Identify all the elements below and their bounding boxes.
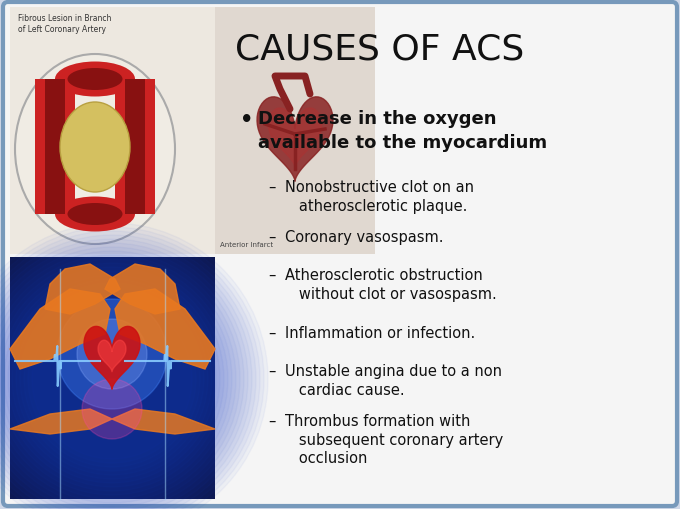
Circle shape: [57, 299, 167, 409]
Bar: [125, 80, 145, 215]
Text: Fibrous Lesion in Branch
of Left Coronary Artery: Fibrous Lesion in Branch of Left Coronar…: [18, 14, 112, 34]
Ellipse shape: [55, 63, 135, 97]
Text: –: –: [268, 325, 275, 341]
Text: •: •: [240, 110, 254, 130]
Polygon shape: [98, 341, 126, 372]
Polygon shape: [269, 109, 322, 168]
Polygon shape: [84, 327, 140, 389]
Bar: [10, 8, 215, 254]
Text: Nonobstructive clot on an
   atherosclerotic plaque.: Nonobstructive clot on an atheroscleroti…: [285, 180, 474, 213]
Polygon shape: [115, 290, 215, 369]
Ellipse shape: [67, 204, 122, 225]
Text: Thrombus formation with
   subsequent coronary artery
   occlusion: Thrombus formation with subsequent coron…: [285, 413, 503, 465]
Ellipse shape: [60, 103, 130, 192]
Polygon shape: [10, 409, 112, 434]
Bar: [35, 80, 75, 215]
Bar: [10, 258, 215, 499]
Text: Atherosclerotic obstruction
   without clot or vasospasm.: Atherosclerotic obstruction without clot…: [285, 267, 497, 301]
Text: –: –: [268, 267, 275, 282]
Ellipse shape: [55, 197, 135, 232]
FancyBboxPatch shape: [3, 3, 677, 506]
Text: Decrease in the oxygen
available to the myocardium: Decrease in the oxygen available to the …: [258, 110, 547, 151]
Bar: [45, 80, 65, 215]
Polygon shape: [45, 265, 120, 315]
Text: –: –: [268, 180, 275, 194]
Text: Coronary vasospasm.: Coronary vasospasm.: [285, 230, 443, 244]
Circle shape: [82, 379, 142, 439]
Bar: [115, 80, 155, 215]
Bar: [215, 8, 375, 254]
Text: CAUSES OF ACS: CAUSES OF ACS: [235, 32, 524, 66]
Polygon shape: [10, 290, 110, 369]
Ellipse shape: [67, 69, 122, 91]
Polygon shape: [257, 98, 333, 182]
Text: Anterior Infarct: Anterior Infarct: [220, 242, 273, 247]
Text: –: –: [268, 413, 275, 428]
Polygon shape: [112, 409, 215, 434]
Text: Inflammation or infection.: Inflammation or infection.: [285, 325, 475, 341]
Text: –: –: [268, 230, 275, 244]
Ellipse shape: [15, 55, 175, 244]
Circle shape: [77, 319, 147, 389]
Text: –: –: [268, 363, 275, 378]
Text: Unstable angina due to a non
   cardiac cause.: Unstable angina due to a non cardiac cau…: [285, 363, 502, 397]
Polygon shape: [105, 265, 180, 315]
